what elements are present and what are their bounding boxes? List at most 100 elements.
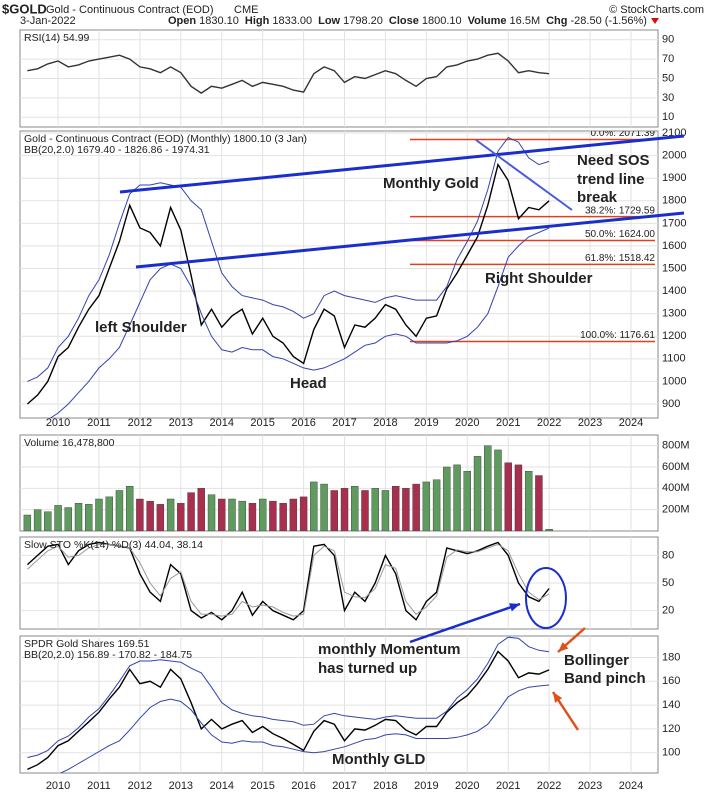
down-triangle xyxy=(651,18,659,24)
y-tick-label: 800M xyxy=(662,440,690,452)
volume-bar xyxy=(218,498,226,531)
plot-area xyxy=(27,52,550,94)
y-tick-label: 400M xyxy=(662,482,690,494)
x-tick-label: 2019 xyxy=(414,417,438,429)
panel xyxy=(19,635,659,774)
source: © StockCharts.com xyxy=(609,4,704,16)
y-tick-label: 10 xyxy=(662,111,674,123)
y-tick-label: 160 xyxy=(662,675,680,687)
date: 3-Jan-2022 xyxy=(20,15,76,27)
volume-bar xyxy=(166,498,175,531)
panel-label: Slow STO %K(14) %D(3) 44.04, 38.14 xyxy=(24,539,203,551)
y-tick-label: 20 xyxy=(662,605,674,617)
volume-bar xyxy=(432,479,441,531)
volume-bar xyxy=(351,486,359,531)
volume-bar xyxy=(504,462,512,531)
x-tick-label: 2014 xyxy=(210,417,234,429)
x-tick-label: 2023 xyxy=(578,780,602,792)
y-tick-label: 120 xyxy=(662,723,680,735)
x-tick-label: 2024 xyxy=(619,417,643,429)
volume-bar xyxy=(463,471,471,531)
annotation: has turned up xyxy=(318,660,417,677)
annotation: break xyxy=(577,189,618,206)
volume-bar xyxy=(64,507,72,531)
volume-bar xyxy=(156,504,165,531)
volume-bar xyxy=(310,481,318,531)
panel-label: Volume 16,478,800 xyxy=(24,437,115,449)
series-line xyxy=(27,636,550,758)
x-tick-label: 2017 xyxy=(332,780,356,792)
volume-bar xyxy=(187,492,195,531)
volume-bar xyxy=(95,498,103,531)
plot-area xyxy=(27,636,550,773)
y-tick-label: 50 xyxy=(662,72,674,84)
volume-bar xyxy=(330,490,338,531)
x-tick-label: 2019 xyxy=(414,780,438,792)
volume-bar xyxy=(412,483,420,531)
trend-line xyxy=(135,211,685,269)
volume-bar xyxy=(115,490,124,531)
volume-bar xyxy=(422,481,431,531)
annotation: Monthly GLD xyxy=(332,751,425,768)
arrow-head xyxy=(558,642,569,652)
quote-value: 1798.20 xyxy=(343,15,383,27)
x-tick-label: 2024 xyxy=(619,780,643,792)
y-tick-label: 80 xyxy=(662,549,674,561)
annotation: Bollinger xyxy=(564,652,629,669)
quote-value: 1800.10 xyxy=(422,15,462,27)
volume-bar xyxy=(177,503,185,531)
x-tick-label: 2018 xyxy=(373,780,397,792)
arrow xyxy=(409,602,521,644)
volume-bar xyxy=(44,511,52,531)
x-tick-label: 2022 xyxy=(537,417,561,429)
y-tick-label: 1100 xyxy=(662,353,686,365)
y-tick-label: 1700 xyxy=(662,217,686,229)
volume-bar xyxy=(361,490,369,531)
series-line xyxy=(27,136,550,382)
quote-value: 1833.00 xyxy=(272,15,312,27)
x-tick-label: 2011 xyxy=(87,780,111,792)
y-tick-label: 1500 xyxy=(662,262,686,274)
y-tick-label: 140 xyxy=(662,699,680,711)
y-tick-label: 600M xyxy=(662,461,690,473)
y-tick-label: 90 xyxy=(662,34,674,46)
x-tick-label: 2018 xyxy=(373,417,397,429)
volume-bar xyxy=(269,500,277,531)
volume-bar xyxy=(197,488,205,531)
series-line xyxy=(27,543,550,617)
y-tick-label: 1900 xyxy=(662,172,686,184)
annotation: trend line xyxy=(577,171,645,188)
series-line xyxy=(49,227,550,418)
x-tick-label: 2015 xyxy=(250,780,274,792)
y-tick-label: 2000 xyxy=(662,150,686,162)
panel xyxy=(19,130,659,419)
y-tick-label: 1000 xyxy=(662,375,686,387)
volume-bar xyxy=(289,498,298,531)
x-tick-label: 2010 xyxy=(46,780,70,792)
volume-bar xyxy=(494,449,502,531)
panel-sublabel: BB(20,2.0) 1679.40 - 1826.86 - 1974.31 xyxy=(24,144,210,156)
arrow-head xyxy=(509,603,520,612)
volume-bar xyxy=(391,486,400,531)
x-tick-label: 2017 xyxy=(332,417,356,429)
volume-bar xyxy=(207,494,216,531)
y-tick-label: 1800 xyxy=(662,195,686,207)
fib-label: 38.2%: 1729.59 xyxy=(585,205,655,216)
y-tick-label: 70 xyxy=(662,53,674,65)
fib-label: 61.8%: 1518.42 xyxy=(585,253,655,264)
x-tick-label: 2016 xyxy=(291,417,315,429)
series-line xyxy=(27,650,550,771)
x-tick-label: 2010 xyxy=(46,417,70,429)
volume-bar xyxy=(340,488,349,531)
annotation: monthly Momentum xyxy=(318,641,461,658)
x-tick-label: 2013 xyxy=(169,417,193,429)
volume-bar xyxy=(545,529,553,531)
volume-bar xyxy=(228,498,236,531)
fib-label: 50.0%: 1624.00 xyxy=(585,229,655,240)
quote-label: Close xyxy=(389,15,419,27)
volume-bar xyxy=(279,503,287,531)
volume-bar xyxy=(371,488,379,531)
volume-bar xyxy=(473,456,482,531)
